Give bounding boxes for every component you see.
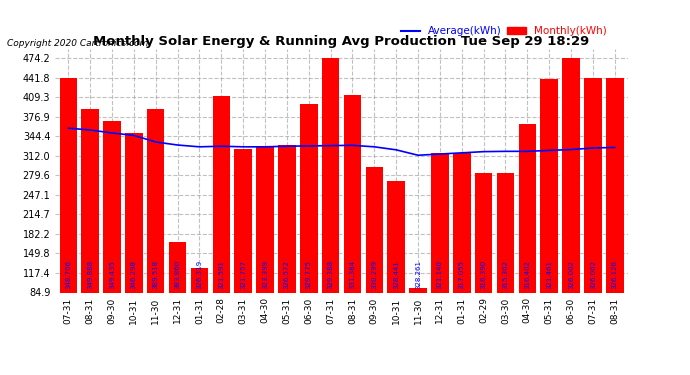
Bar [344, 95, 362, 344]
Legend: Average(kWh), Monthly(kWh): Average(kWh), Monthly(kWh) [397, 22, 611, 40]
Bar [540, 79, 558, 344]
Text: Copyright 2020 Cartronics.com: Copyright 2020 Cartronics.com [7, 39, 148, 48]
Text: 330.299: 330.299 [371, 260, 377, 290]
Bar [562, 58, 580, 344]
Bar [322, 58, 339, 344]
Bar [409, 288, 427, 344]
Bar [59, 78, 77, 344]
Text: 321.461: 321.461 [546, 261, 552, 290]
Text: 329.775: 329.775 [306, 261, 312, 290]
Text: 346.298: 346.298 [131, 261, 137, 290]
Bar [519, 124, 536, 344]
Bar [584, 78, 602, 344]
Text: 321.591: 321.591 [218, 261, 224, 290]
Bar [147, 109, 164, 344]
Text: 329.388: 329.388 [328, 260, 334, 290]
Text: 317.055: 317.055 [459, 261, 465, 290]
Bar [431, 153, 448, 344]
Bar [388, 181, 405, 344]
Text: 323.399: 323.399 [262, 260, 268, 290]
Bar [235, 149, 252, 344]
Text: 349.435: 349.435 [109, 261, 115, 290]
Text: 316.402: 316.402 [524, 261, 531, 290]
Text: 331.384: 331.384 [349, 260, 355, 290]
Text: 326.319: 326.319 [197, 260, 202, 290]
Bar [300, 104, 317, 344]
Bar [606, 78, 624, 344]
Text: 326.572: 326.572 [284, 261, 290, 290]
Text: 328.441: 328.441 [393, 261, 400, 290]
Bar [453, 153, 471, 344]
Bar [125, 134, 143, 344]
Bar [190, 268, 208, 344]
Title: Monthly Solar Energy & Running Avg Production Tue Sep 29 18:29: Monthly Solar Energy & Running Avg Produ… [93, 34, 590, 48]
Bar [81, 109, 99, 344]
Text: 328.261: 328.261 [415, 261, 421, 290]
Bar [278, 145, 295, 344]
Bar [475, 173, 493, 344]
Bar [104, 121, 121, 344]
Text: 349.888: 349.888 [87, 260, 93, 290]
Bar [256, 146, 274, 344]
Text: 326.002: 326.002 [590, 261, 596, 290]
Text: 321.757: 321.757 [240, 261, 246, 290]
Bar [213, 96, 230, 344]
Bar [497, 173, 514, 344]
Text: 389.518: 389.518 [152, 260, 159, 290]
Text: 326.002: 326.002 [568, 261, 574, 290]
Text: 315.302: 315.302 [502, 261, 509, 290]
Text: 326.126: 326.126 [612, 261, 618, 290]
Text: 321.140: 321.140 [437, 261, 443, 290]
Bar [169, 242, 186, 344]
Text: 316.390: 316.390 [481, 260, 486, 290]
Text: 383.860: 383.860 [175, 260, 181, 290]
Text: 348.706: 348.706 [66, 260, 71, 290]
Bar [366, 166, 383, 344]
